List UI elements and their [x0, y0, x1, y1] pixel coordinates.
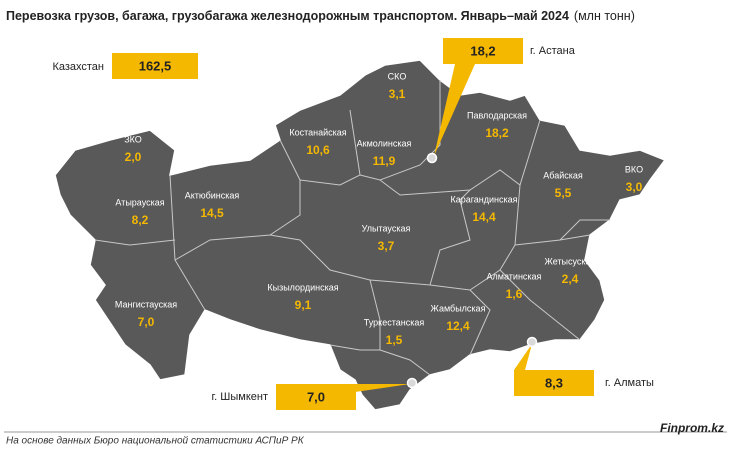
city-value: 7,0	[307, 389, 325, 404]
region-name: ВКО	[625, 164, 643, 174]
title: Перевозка грузов, багажа, грузобагажа же…	[6, 9, 635, 23]
region-value: 11,9	[373, 154, 396, 168]
city-label: г. Шымкент	[212, 391, 269, 403]
title-text: Перевозка грузов, багажа, грузобагажа же…	[6, 9, 569, 23]
region-value: 2,0	[125, 150, 142, 164]
region-name: СКО	[388, 71, 407, 81]
region-name: Костанайская	[289, 127, 346, 137]
region-borders	[94, 80, 610, 376]
region-name: Кызылординская	[267, 282, 338, 292]
region-value: 1,5	[386, 333, 403, 347]
region-name: Туркестанская	[364, 317, 425, 327]
region-name: Павлодарская	[467, 110, 527, 120]
total-value: 162,5	[139, 58, 172, 73]
city-dot	[426, 152, 438, 164]
total-label: Казахстан	[52, 61, 104, 73]
region-name: Алматинская	[487, 271, 542, 281]
region-value: 12,4	[446, 319, 470, 333]
region-name: Мангистауская	[115, 299, 177, 309]
brand: Finprom.kz	[660, 421, 724, 435]
callout-pointer	[434, 64, 475, 156]
region-value: 8,2	[132, 213, 149, 227]
city-box	[276, 384, 356, 410]
title-unit: (млн тонн)	[574, 9, 635, 23]
region-value: 3,7	[378, 239, 395, 253]
city-label: г. Алматы	[605, 377, 654, 389]
region-name: Жамбылская	[431, 303, 486, 313]
region-value: 2,4	[562, 272, 579, 286]
city-value: 18,2	[470, 43, 495, 58]
city-box	[514, 370, 594, 396]
region-value: 14,4	[472, 210, 496, 224]
country-shape	[54, 59, 667, 411]
region-name: Атырауская	[115, 197, 164, 207]
region-name: Улытауская	[362, 223, 411, 233]
region-name: Жетысуская	[545, 256, 596, 266]
callout-pointer	[514, 344, 532, 370]
region-name: Карагандинская	[450, 194, 517, 204]
city-value: 8,3	[545, 375, 563, 390]
region-value: 3,0	[626, 180, 643, 194]
region-value: 7,0	[138, 315, 155, 329]
region-name: Актюбинская	[185, 190, 240, 200]
region-value: 14,5	[200, 206, 224, 220]
callout-pointer	[340, 384, 410, 392]
region-name: Акмолинская	[357, 138, 412, 148]
region-value: 1,6	[506, 287, 523, 301]
source: На основе данных Бюро национальной стати…	[6, 436, 305, 447]
region-value: 10,6	[306, 143, 330, 157]
region-name: ЗКО	[124, 134, 142, 144]
region-value: 18,2	[485, 126, 509, 140]
region-value: 5,5	[555, 186, 572, 200]
region-value: 3,1	[389, 87, 406, 101]
city-label: г. Астана	[530, 45, 576, 57]
city-dot	[526, 336, 538, 348]
total-box	[112, 53, 198, 79]
region-name: Абайская	[543, 170, 583, 180]
region-value: 9,1	[295, 298, 312, 312]
city-box	[443, 38, 523, 64]
city-dot	[406, 377, 418, 389]
